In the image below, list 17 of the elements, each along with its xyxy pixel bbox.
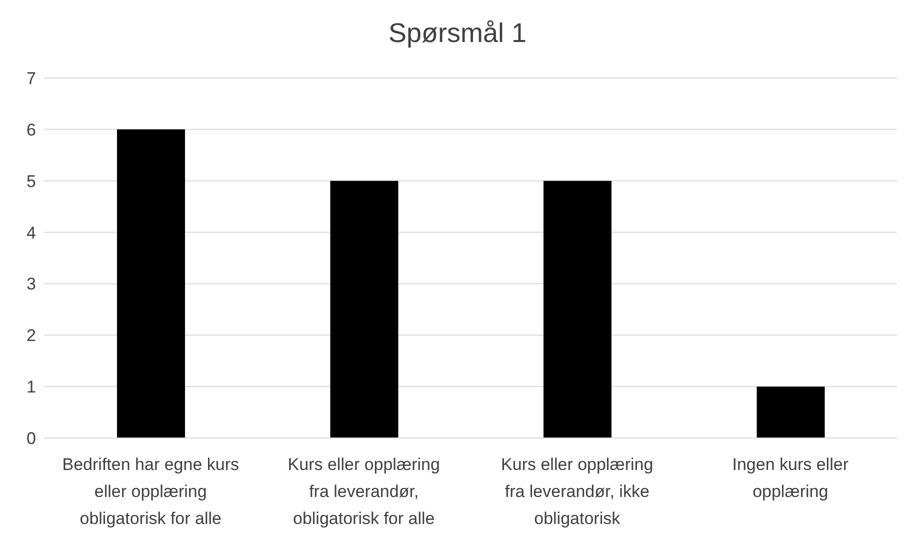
bar [756, 386, 825, 438]
bar [544, 180, 612, 438]
y-tick-label: 7 [26, 69, 36, 88]
y-tick-label: 6 [26, 120, 36, 140]
x-tick-label: Kurs eller opplæring fra leverandør, ikke obligatorisk [501, 455, 654, 528]
y-tick-label: 4 [26, 223, 36, 242]
y-tick-label: 3 [26, 274, 36, 294]
x-tick-label: Kurs eller opplæring fra leverandør, obligatorisk for alle [288, 455, 440, 528]
x-tick-label: Ingen kurs eller opplæring [732, 455, 849, 501]
bar [117, 129, 185, 438]
x-tick-label: Bedriften har egne kurs eller opplæring obligatorisk for alle [62, 455, 239, 528]
y-tick-label: 5 [26, 172, 36, 191]
y-tick-label: 0 [26, 429, 36, 448]
chart-title: Spørsmål 1 [387, 17, 528, 50]
y-tick-label: 2 [26, 326, 36, 346]
y-tick-label: 1 [26, 378, 36, 397]
bar [330, 180, 398, 438]
